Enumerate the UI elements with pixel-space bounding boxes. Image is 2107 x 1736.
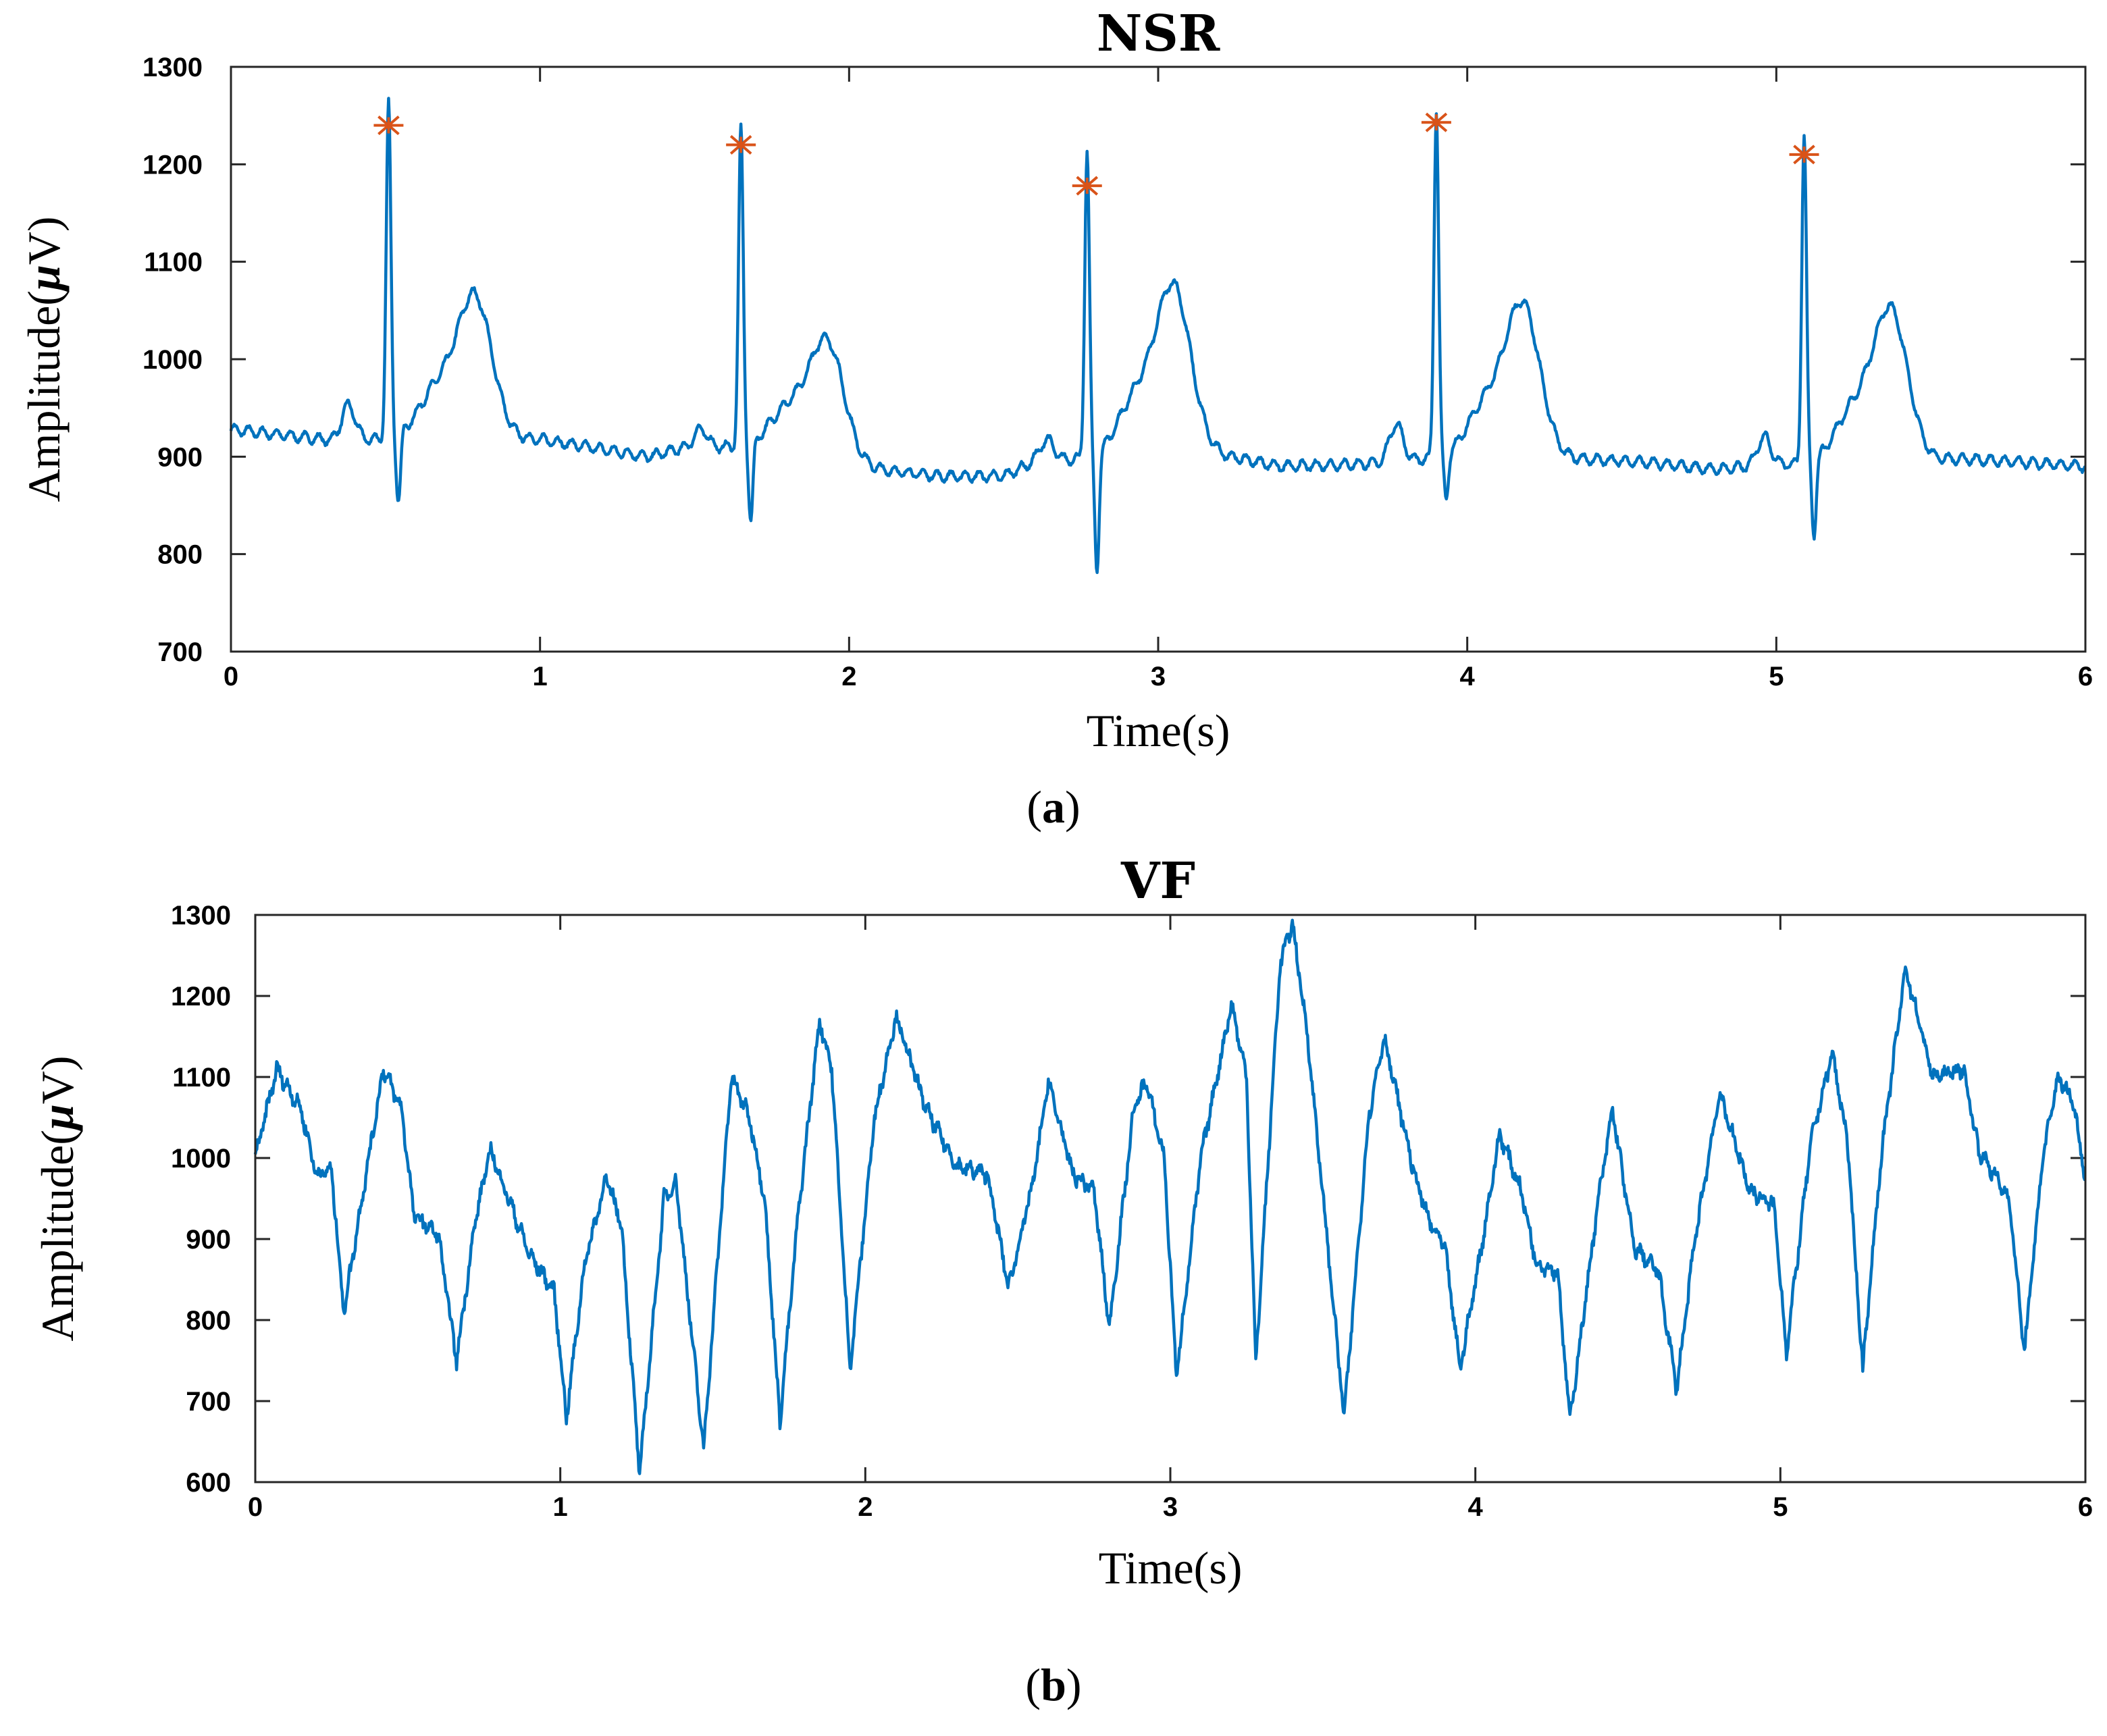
ecg-trace-nsr — [229, 97, 2087, 575]
y-tick-labels-nsr: 700 800 900 1000 1100 1200 1300 — [142, 53, 2085, 667]
r-peak-marker — [373, 115, 404, 136]
y-axis-label-vf: Amplitude(μV) — [32, 1055, 83, 1341]
y-tick-label: 1300 — [171, 901, 231, 930]
y-tick-label: 1200 — [142, 150, 203, 180]
ecg-trace-vf — [253, 918, 2087, 1475]
x-tick-label: 6 — [2078, 1492, 2093, 1522]
x-axis-label-vf: Time(s) — [1099, 1542, 1243, 1594]
y-tick-label: 800 — [157, 540, 203, 570]
x-tick-label: 2 — [858, 1492, 873, 1522]
y-tick-label: 1200 — [171, 982, 231, 1011]
panel-nsr: NSR 700 800 900 1000 1100 1200 1300 0 1 2 3 4 5 6 Ti… — [18, 5, 2093, 833]
x-tick-label: 4 — [1460, 662, 1476, 691]
panel-caption-a: (a) — [1026, 781, 1080, 833]
r-peak-marker — [1421, 112, 1451, 132]
y-tick-label: 1100 — [144, 248, 203, 278]
x-axis-label-nsr: Time(s) — [1087, 705, 1230, 756]
r-peak-marker-layer — [373, 112, 1819, 196]
y-tick-label: 1000 — [171, 1144, 231, 1174]
r-peak-marker — [1789, 144, 1819, 165]
ecg-trace-layer-vf — [253, 918, 2087, 1475]
x-tick-label: 5 — [1769, 662, 1784, 691]
y-tick-label: 700 — [157, 637, 203, 667]
y-tick-label: 800 — [186, 1306, 231, 1336]
y-tick-label: 1000 — [142, 345, 203, 375]
x-tick-label: 6 — [2078, 662, 2093, 691]
y-tick-labels-vf: 600 700 800 900 1000 1100 1200 1300 — [171, 901, 2085, 1498]
x-tick-label: 0 — [248, 1492, 263, 1522]
x-tick-label: 5 — [1773, 1492, 1788, 1522]
y-tick-label: 700 — [186, 1387, 231, 1417]
x-tick-label: 2 — [841, 662, 856, 691]
x-tick-label: 4 — [1468, 1492, 1484, 1522]
panel-caption-b: (b) — [1025, 1659, 1081, 1710]
y-axis-label-nsr: Amplitude(μV) — [18, 216, 70, 502]
r-peak-marker — [1072, 176, 1102, 196]
x-tick-label: 1 — [553, 1492, 568, 1522]
x-tick-labels-vf: 0 1 2 3 4 5 6 — [248, 915, 2093, 1522]
r-peak-marker — [726, 134, 756, 155]
x-tick-label: 0 — [224, 662, 238, 691]
plot-area-vf — [254, 914, 2087, 1483]
y-tick-label: 1300 — [142, 53, 203, 82]
x-tick-label: 3 — [1163, 1492, 1178, 1522]
ecg-trace-layer-nsr — [229, 97, 2087, 575]
chart-title-vf: VF — [1120, 852, 1195, 910]
y-tick-label: 600 — [186, 1468, 231, 1498]
y-tick-label: 900 — [157, 442, 203, 472]
y-tick-label: 1100 — [172, 1063, 231, 1093]
x-tick-label: 1 — [533, 662, 548, 691]
chart-title-nsr: NSR — [1097, 5, 1220, 63]
plot-area-nsr — [230, 65, 2087, 653]
x-tick-label: 3 — [1151, 662, 1166, 691]
y-tick-label: 900 — [186, 1225, 231, 1255]
